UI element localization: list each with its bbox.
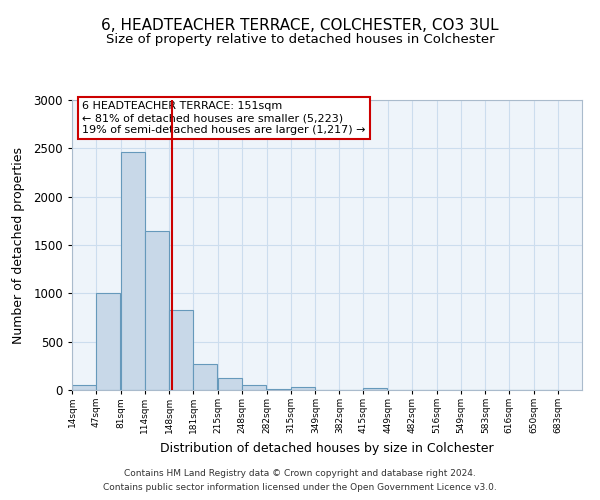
Bar — [267, 389, 290, 390]
Bar — [193, 364, 217, 390]
Bar — [72, 384, 96, 390]
Bar — [290, 386, 314, 390]
Text: Contains HM Land Registry data © Crown copyright and database right 2024.: Contains HM Land Registry data © Crown c… — [124, 468, 476, 477]
Bar — [218, 378, 242, 390]
Y-axis label: Number of detached properties: Number of detached properties — [12, 146, 25, 344]
Bar — [145, 230, 169, 390]
Bar — [96, 294, 120, 390]
Text: Size of property relative to detached houses in Colchester: Size of property relative to detached ho… — [106, 32, 494, 46]
Text: 6 HEADTEACHER TERRACE: 151sqm
← 81% of detached houses are smaller (5,223)
19% o: 6 HEADTEACHER TERRACE: 151sqm ← 81% of d… — [82, 102, 366, 134]
Bar — [364, 388, 387, 390]
Text: 6, HEADTEACHER TERRACE, COLCHESTER, CO3 3UL: 6, HEADTEACHER TERRACE, COLCHESTER, CO3 … — [101, 18, 499, 32]
Bar — [169, 310, 193, 390]
Text: Contains public sector information licensed under the Open Government Licence v3: Contains public sector information licen… — [103, 484, 497, 492]
Bar — [121, 152, 145, 390]
Bar — [242, 384, 266, 390]
X-axis label: Distribution of detached houses by size in Colchester: Distribution of detached houses by size … — [160, 442, 494, 454]
